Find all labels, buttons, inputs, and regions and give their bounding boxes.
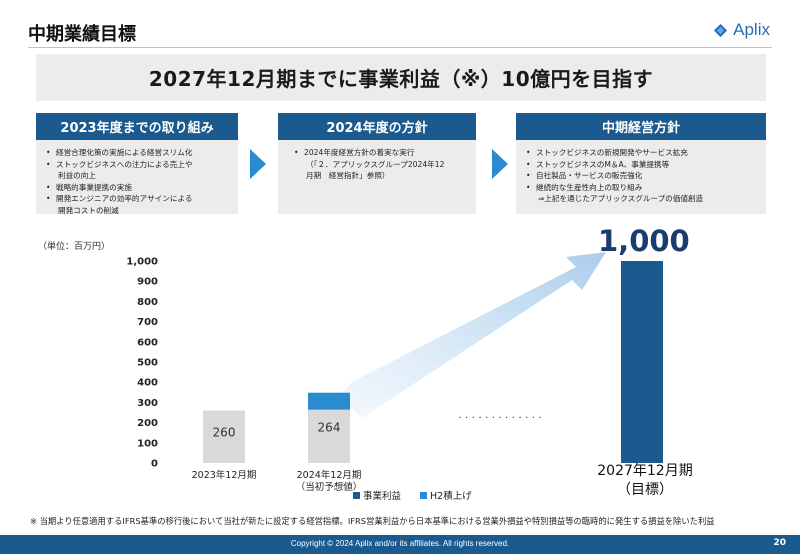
y-tick-label: 600 <box>137 337 158 348</box>
panel-list: 経営合理化策の実施による経営スリム化 ストックビジネスへの注力による売上や 利益… <box>44 147 230 216</box>
panel-past-initiatives: 2023年度までの取り組み 経営合理化策の実施による経営スリム化 ストックビジネ… <box>36 113 238 216</box>
y-tick-label: 800 <box>137 297 158 308</box>
y-tick-label: 400 <box>137 378 158 389</box>
chart-legend: 事業利益 H2積上げ <box>353 490 472 502</box>
y-tick-label: 900 <box>137 277 158 288</box>
list-item: 2024年度経営方針の着実な実行 <box>292 147 468 159</box>
footer-bar: Copyright © 2024 Aplix and/or its affili… <box>0 535 800 554</box>
list-item-continuation: 開発コストの削減 <box>58 205 119 215</box>
headline-banner: 2027年12月期までに事業利益（※）10億円を目指す <box>36 54 766 101</box>
list-item: 経営合理化策の実施による経営スリム化 <box>44 147 230 159</box>
legend-swatch-h2 <box>420 492 427 499</box>
logo-text: Aplix <box>733 20 770 39</box>
list-item: 開発エンジニアの効率的アサインによる <box>44 193 230 205</box>
bar-value-label: 264 <box>318 421 341 435</box>
x-category-label: 2024年12月期 <box>297 469 362 481</box>
headline-text: 2027年12月期までに事業利益（※）10億円を目指す <box>148 67 654 91</box>
chart-unit-label: （単位：百万円） <box>38 242 111 252</box>
y-tick-label: 300 <box>137 398 158 409</box>
page-number: 20 <box>773 538 786 548</box>
page-title: 中期業績目標 <box>28 24 136 45</box>
y-tick-label: 200 <box>137 418 158 429</box>
panel-list: 2024年度経営方針の着実な実行 （「２．アプリックスグループ2024年12 月… <box>292 147 468 182</box>
x-category-label: （当初予想値） <box>296 481 363 493</box>
panel-2024-policy: 2024年度の方針 2024年度経営方針の着実な実行 （「２．アプリックスグルー… <box>278 113 476 214</box>
arrow-right-icon <box>250 149 266 179</box>
ellipsis-dots: . . . . . . . . . . . . . <box>458 407 541 421</box>
category-line: （目標） <box>617 482 673 498</box>
growth-arrow-icon <box>340 252 606 418</box>
list-item-continuation: ⇒上記を通じたアプリックスグループの価値創造 <box>538 194 704 203</box>
bar-target <box>621 261 663 463</box>
bar-value-label: 260 <box>213 425 236 439</box>
list-item: ストックビジネスの新規開発やサービス拡充 <box>524 147 758 159</box>
panel-midterm-policy: 中期経営方針 ストックビジネスの新規開発やサービス拡充 ストックビジネスのM＆A… <box>516 113 766 214</box>
company-logo: Aplix <box>713 20 770 40</box>
list-item: ストックビジネスへの注力による売上や <box>44 159 230 171</box>
list-item-continuation: 月期 経営指針」参照） <box>306 171 390 180</box>
panel-list: ストックビジネスの新規開発やサービス拡充 ストックビジネスのM＆A、事業提携等 … <box>524 147 758 205</box>
list-item: ストックビジネスのM＆A、事業提携等 <box>524 159 758 171</box>
copyright-text: Copyright © 2024 Aplix and/or its affili… <box>290 539 510 548</box>
y-tick-label: 500 <box>137 358 158 369</box>
list-item: 戦略的事業提携の実施 <box>44 182 230 194</box>
target-category-label: 2027年12月期 （目標） <box>580 462 710 500</box>
panel-title: 中期経営方針 <box>516 113 766 140</box>
category-line: 2027年12月期 <box>597 463 693 479</box>
y-tick-label: 100 <box>137 438 158 449</box>
panel-title: 2023年度までの取り組み <box>36 113 238 140</box>
x-category-label: 2023年12月期 <box>192 469 257 481</box>
target-value-label: 1,000 <box>598 224 690 258</box>
legend-label: H2積上げ <box>430 490 472 502</box>
list-item: 自社製品・サービスの販売強化 <box>524 170 758 182</box>
bar-h2-stack <box>308 392 350 410</box>
bar-actual <box>203 410 245 463</box>
bar-actual <box>308 409 350 463</box>
arrow-right-icon <box>492 149 508 179</box>
list-item-continuation: （「２．アプリックスグループ2024年12 <box>306 159 445 169</box>
y-tick-label: 700 <box>137 317 158 328</box>
list-item: 継続的な生産性向上の取り組み <box>524 182 758 194</box>
footnote: ※ 当期より任意適用するIFRS基準の移行後において当社が新たに設定する経営指標… <box>30 516 715 526</box>
legend-label: 事業利益 <box>363 490 402 502</box>
title-divider <box>28 47 772 48</box>
list-item-continuation: 利益の向上 <box>58 171 96 180</box>
y-tick-label: 1,000 <box>126 257 158 268</box>
panel-title: 2024年度の方針 <box>278 113 476 140</box>
legend-swatch-profit <box>353 492 360 499</box>
y-tick-label: 0 <box>151 459 158 470</box>
aplix-logo-icon <box>714 23 728 37</box>
